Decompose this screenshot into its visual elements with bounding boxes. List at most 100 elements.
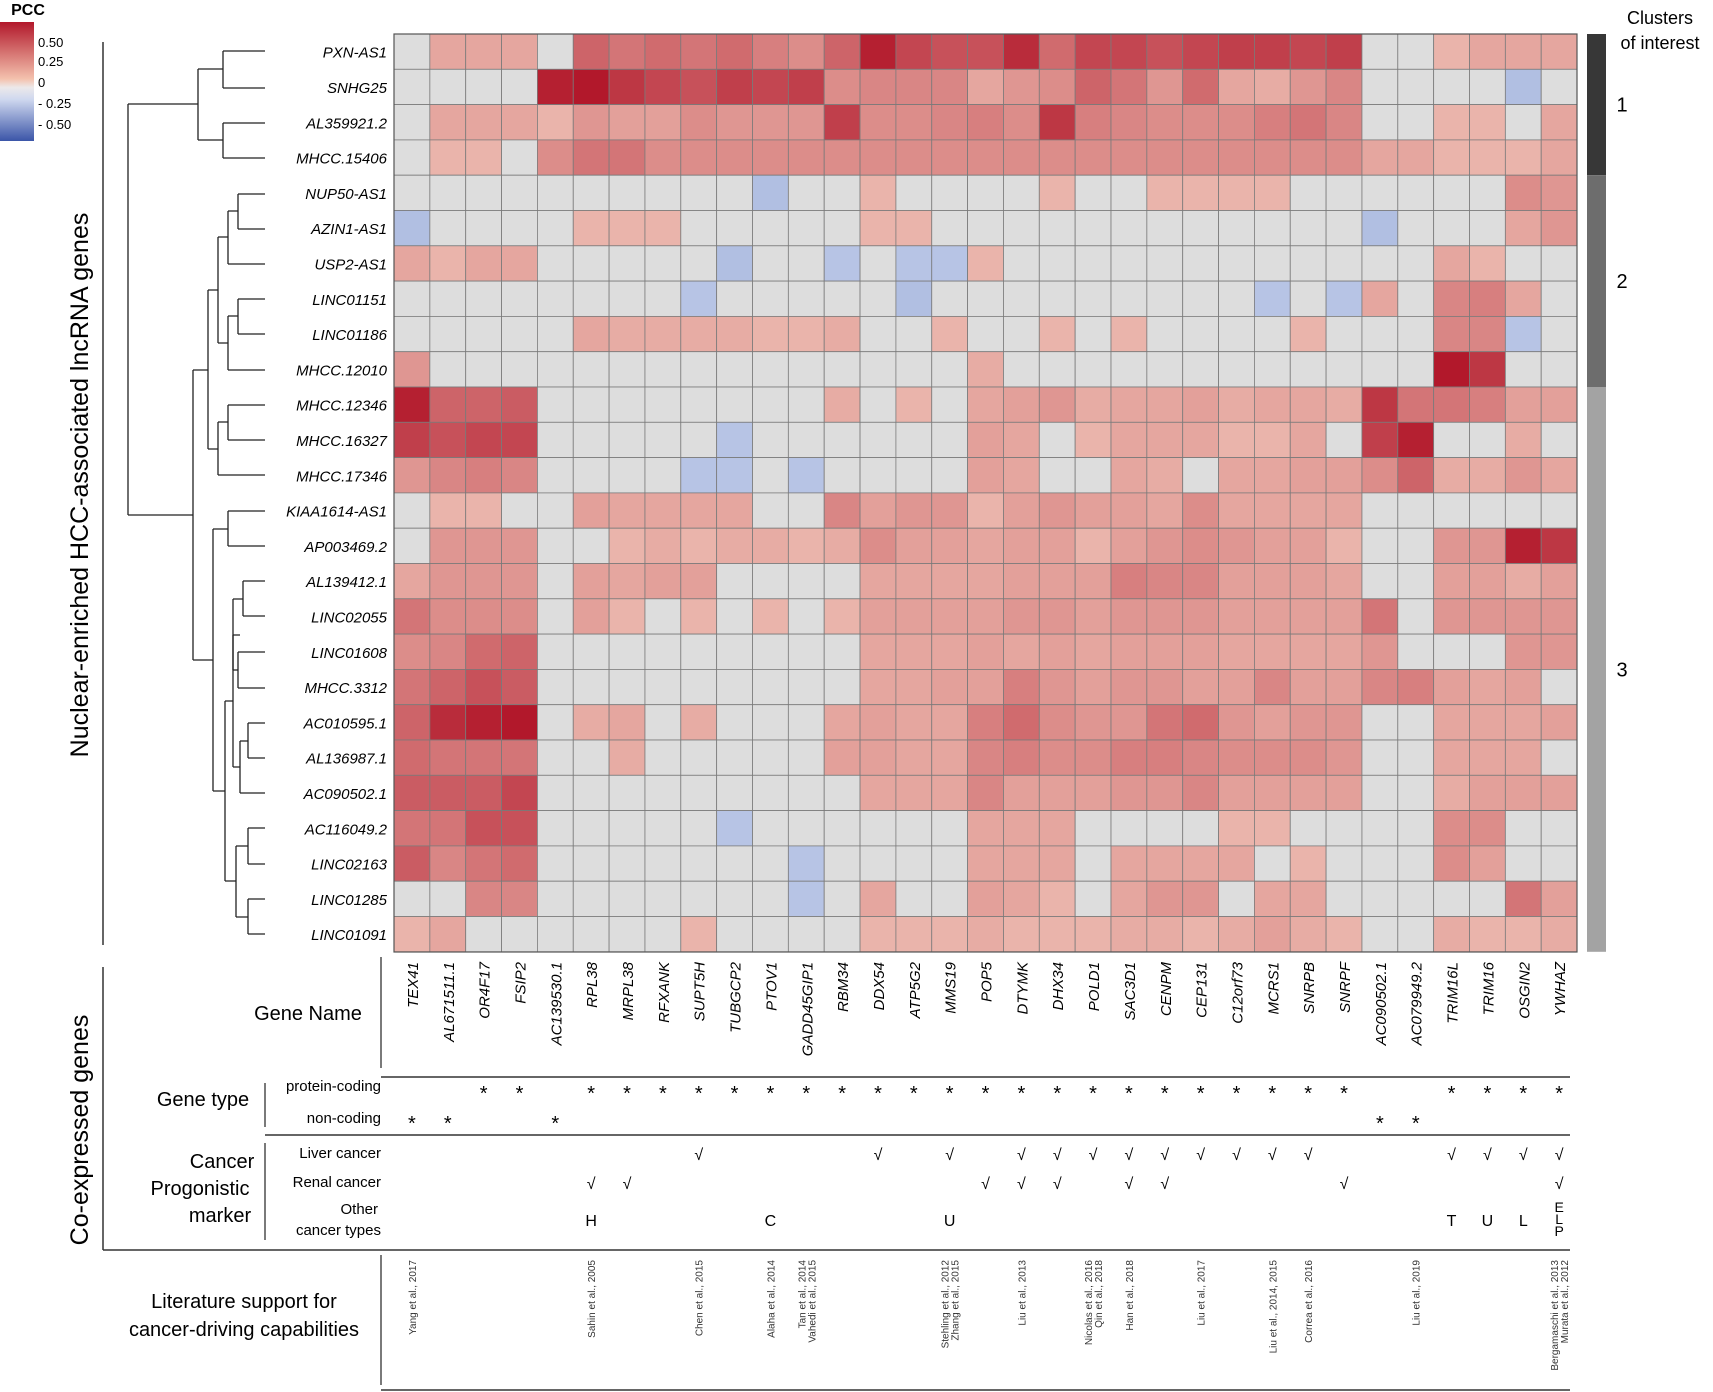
heatmap-cell (1254, 104, 1291, 141)
heatmap-cell (1182, 704, 1219, 741)
heatmap-cell (1433, 315, 1470, 353)
heatmap-cell (967, 810, 1004, 847)
heatmap-cell (895, 139, 933, 176)
heatmap-cell (752, 210, 789, 247)
heatmap-cell (787, 916, 825, 953)
heatmap-cell (859, 774, 897, 811)
protein-coding-star: * (1233, 1083, 1241, 1105)
heatmap-cell (393, 33, 431, 70)
heatmap-cell (680, 421, 718, 458)
heatmap-cell (1003, 845, 1040, 882)
heatmap-cell (752, 563, 789, 600)
heatmap-cell (823, 774, 861, 811)
heatmap-cell (644, 669, 682, 706)
column-label: SNRPB (1301, 962, 1318, 1014)
heatmap-cell (1469, 492, 1506, 529)
heatmap-cell (1361, 280, 1399, 317)
heatmap-cell (787, 669, 825, 706)
heatmap-cell (1397, 774, 1435, 811)
heatmap-cell (680, 739, 718, 776)
column-label: CENPM (1158, 961, 1175, 1016)
heatmap-cell (1469, 351, 1506, 388)
heatmap-cell (1182, 563, 1219, 600)
heatmap-cell (1146, 174, 1184, 211)
heatmap-cell (1003, 598, 1040, 635)
heatmap-cell (1218, 704, 1255, 741)
column-label: SUPT5H (692, 962, 709, 1021)
heatmap-cell (859, 880, 897, 917)
non-coding-star: * (551, 1113, 559, 1135)
heatmap-cell (1433, 704, 1470, 741)
heatmap-cell (1038, 845, 1076, 882)
heatmap-cell (859, 739, 897, 776)
heatmap-cell (1003, 104, 1040, 141)
heatmap-cell (1038, 421, 1076, 458)
heatmap-cell (716, 315, 753, 353)
heatmap-cell (1146, 245, 1184, 282)
heatmap-cell (1361, 68, 1399, 106)
heatmap-cell (1218, 527, 1255, 564)
heatmap-cell (1003, 315, 1040, 353)
column-label: AC090502.1 (1373, 962, 1390, 1046)
heatmap-cell (823, 598, 861, 635)
heatmap-cell (752, 810, 789, 847)
heatmap-cell (823, 845, 861, 882)
heatmap-cell (967, 704, 1004, 741)
heatmap-cell (644, 210, 682, 247)
heatmap-cell (967, 739, 1004, 776)
heatmap-cell (1361, 421, 1399, 458)
column-label: FSIP2 (512, 961, 529, 1003)
heatmap-cell (895, 563, 933, 600)
heatmap-cell (859, 598, 897, 635)
heatmap-cell (1397, 845, 1435, 882)
heatmap-cell (895, 739, 933, 776)
heatmap-cell (859, 669, 897, 706)
heatmap-cell (1540, 386, 1578, 423)
heatmap-cell (1397, 245, 1435, 282)
heatmap-cell (1397, 527, 1435, 564)
protein-coding-star: * (1304, 1083, 1312, 1105)
heatmap-cell (716, 916, 753, 953)
heatmap-cell (931, 315, 968, 353)
heatmap-cell (644, 68, 682, 106)
renal-check: √ (981, 1176, 990, 1193)
heatmap-cell (465, 704, 502, 741)
heatmap-cell (501, 421, 538, 458)
heatmap-cell (1182, 739, 1219, 776)
heatmap-cell (1289, 245, 1327, 282)
heatmap-cell (537, 386, 574, 423)
heatmap-cell (1038, 739, 1076, 776)
heatmap-cell (859, 351, 897, 388)
protein-coding-label: protein-coding (286, 1078, 381, 1095)
heatmap-cell (537, 457, 574, 494)
heatmap-cell (1540, 351, 1578, 388)
other-cancer-label: Other (340, 1201, 378, 1218)
heatmap-cell (1182, 210, 1219, 247)
heatmap-cell (1469, 210, 1506, 247)
row-label: MHCC.16327 (296, 433, 388, 450)
heatmap-cell (1289, 421, 1327, 458)
heatmap-cell (967, 210, 1004, 247)
heatmap-cell (1361, 739, 1399, 776)
liver-check: √ (1304, 1147, 1313, 1164)
heatmap-cell (1433, 845, 1470, 882)
heatmap-cell (931, 598, 968, 635)
heatmap-cell (393, 68, 431, 106)
heatmap-cell (1289, 210, 1327, 247)
heatmap-cell (1218, 774, 1255, 811)
heatmap-cell (1038, 527, 1076, 564)
heatmap-cell (1003, 457, 1040, 494)
heatmap-cell (967, 421, 1004, 458)
heatmap-cell (1504, 563, 1542, 600)
heatmap-cell (1218, 457, 1255, 494)
heatmap-cell (967, 351, 1004, 388)
heatmap-cell (895, 351, 933, 388)
protein-coding-star: * (1125, 1083, 1133, 1105)
other-cancer-code: T (1447, 1213, 1457, 1230)
heatmap-cell (1110, 386, 1148, 423)
liver-check: √ (1160, 1147, 1169, 1164)
liver-check: √ (1232, 1147, 1241, 1164)
row-label: AL139412.1 (305, 574, 387, 591)
liver-check: √ (1053, 1147, 1062, 1164)
